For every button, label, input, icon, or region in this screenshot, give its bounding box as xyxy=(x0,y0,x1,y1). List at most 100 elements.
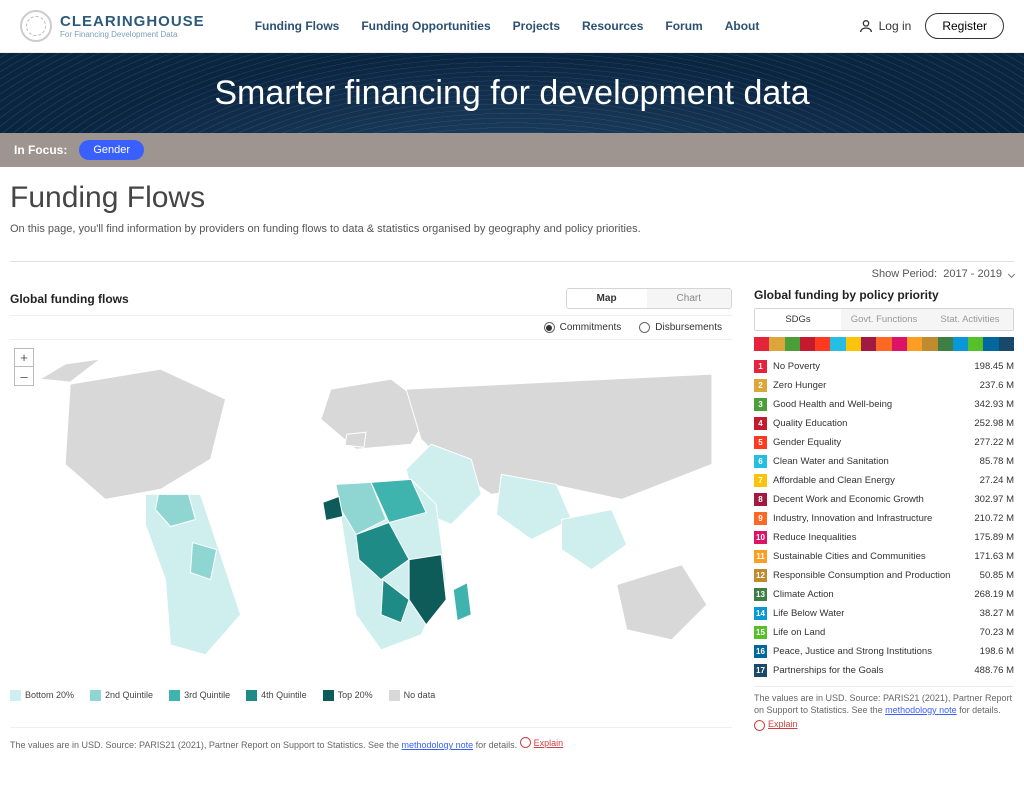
sdg-label: Gender Equality xyxy=(773,437,968,448)
sdg-row[interactable]: 13Climate Action268.19 M xyxy=(754,585,1014,604)
left-section-title: Global funding flows xyxy=(10,292,129,306)
page-description: On this page, you'll find information by… xyxy=(10,223,1014,235)
sdg-row[interactable]: 10 Reduce Inequalities 175.89 M xyxy=(754,528,1014,547)
radio-commitments[interactable]: Commitments xyxy=(544,322,622,333)
sdg-number: 12 xyxy=(754,569,767,582)
user-icon xyxy=(858,18,874,34)
sdg-number: 4 xyxy=(754,417,767,430)
sdg-value: 171.63 M xyxy=(974,551,1014,562)
nav-about[interactable]: About xyxy=(725,19,760,33)
sdg-row[interactable]: 16 Peace, Justice and Strong Institutions… xyxy=(754,642,1014,661)
sdg-list: 1No Poverty198.45 M2Zero Hunger237.6 M3G… xyxy=(754,357,1014,680)
sdg-value: 198.45 M xyxy=(974,361,1014,372)
world-map-svg xyxy=(10,344,732,685)
sdg-value: 488.76 M xyxy=(974,665,1014,676)
map-legend: Bottom 20% 2nd Quintile 3rd Quintile 4th Qu… xyxy=(10,690,732,701)
sdg-label: No Poverty xyxy=(773,361,968,372)
brand-title: CLEARINGHOUSE xyxy=(60,13,205,30)
world-map[interactable]: + – xyxy=(10,344,732,684)
nav-resources[interactable]: Resources xyxy=(582,19,643,33)
priority-tabs: SDGsGovt. FunctionsStat. Activities xyxy=(754,308,1014,331)
tab-sdgs[interactable]: SDGs xyxy=(755,309,841,330)
explain-link-left[interactable]: Explain xyxy=(520,737,564,748)
sdg-number: 10 xyxy=(754,531,767,544)
sdg-number: 1 xyxy=(754,360,767,373)
sdg-value: 38.27 M xyxy=(980,608,1014,619)
legend-item: Bottom 20% xyxy=(10,690,74,701)
period-selector[interactable]: Show Period: 2017 - 2019 xyxy=(10,261,1014,280)
map-chart-toggle: Map Chart xyxy=(566,288,732,309)
explain-link-right[interactable]: Explain xyxy=(754,719,798,731)
sdg-row[interactable]: 8Decent Work and Economic Growth302.97 M xyxy=(754,490,1014,509)
sdg-value: 268.19 M xyxy=(974,589,1014,600)
hero-banner: Smarter financing for development data xyxy=(0,53,1024,133)
sdg-row[interactable]: 15 Life on Land 70.23 M xyxy=(754,623,1014,642)
sdg-row[interactable]: 4 Quality Education 252.98 M xyxy=(754,414,1014,433)
sdg-label: Life Below Water xyxy=(773,608,974,619)
sdg-color-strip xyxy=(754,337,1014,351)
sdg-value: 50.85 M xyxy=(980,570,1014,581)
methodology-link-right[interactable]: methodology note xyxy=(885,705,957,715)
sdg-row[interactable]: 11 Sustainable Cities and Communities 171.… xyxy=(754,547,1014,566)
sdg-label: Zero Hunger xyxy=(773,380,974,391)
nav-forum[interactable]: Forum xyxy=(665,19,702,33)
sdg-label: Sustainable Cities and Communities xyxy=(773,551,968,562)
sdg-value: 70.23 M xyxy=(980,627,1014,638)
sdg-value: 85.78 M xyxy=(980,456,1014,467)
focus-pill-gender[interactable]: Gender xyxy=(79,140,144,160)
sdg-value: 252.98 M xyxy=(974,418,1014,429)
sdg-label: Partnerships for the Goals xyxy=(773,665,968,676)
sdg-label: Life on Land xyxy=(773,627,974,638)
tab-govt-functions[interactable]: Govt. Functions xyxy=(841,309,927,330)
sdg-number: 7 xyxy=(754,474,767,487)
tab-stat-activities[interactable]: Stat. Activities xyxy=(927,309,1013,330)
sdg-number: 15 xyxy=(754,626,767,639)
sdg-number: 14 xyxy=(754,607,767,620)
sdg-value: 277.22 M xyxy=(974,437,1014,448)
sdg-label: Good Health and Well-being xyxy=(773,399,968,410)
sdg-label: Climate Action xyxy=(773,589,968,600)
brand-subtitle: For Financing Development Data xyxy=(60,30,205,39)
legend-item: 2nd Quintile xyxy=(90,690,153,701)
sdg-row[interactable]: 14 Life Below Water 38.27 M xyxy=(754,604,1014,623)
sdg-label: Affordable and Clean Energy xyxy=(773,475,974,486)
radio-disbursements[interactable]: Disbursements xyxy=(639,322,722,333)
nav-projects[interactable]: Projects xyxy=(513,19,560,33)
sdg-number: 16 xyxy=(754,645,767,658)
legend-item: 3rd Quintile xyxy=(169,690,230,701)
nav-funding-flows[interactable]: Funding Flows xyxy=(255,19,340,33)
sdg-number: 5 xyxy=(754,436,767,449)
chevron-down-icon xyxy=(1008,271,1015,278)
sdg-row[interactable]: 1 No Poverty 198.45 M xyxy=(754,357,1014,376)
sdg-row[interactable]: 6Clean Water and Sanitation85.78 M xyxy=(754,452,1014,471)
sdg-number: 11 xyxy=(754,550,767,563)
toggle-map[interactable]: Map xyxy=(567,289,647,308)
login-link[interactable]: Log in xyxy=(858,18,912,34)
toggle-chart[interactable]: Chart xyxy=(647,289,731,308)
register-button[interactable]: Register xyxy=(925,13,1004,39)
legend-item: 4th Quintile xyxy=(246,690,307,701)
sdg-value: 175.89 M xyxy=(974,532,1014,543)
sdg-label: Reduce Inequalities xyxy=(773,532,968,543)
sdg-row[interactable]: 9Industry, Innovation and Infrastructure… xyxy=(754,509,1014,528)
right-section-title: Global funding by policy priority xyxy=(754,288,1014,302)
sdg-label: Quality Education xyxy=(773,418,968,429)
sdg-label: Responsible Consumption and Production xyxy=(773,570,974,581)
sdg-number: 17 xyxy=(754,664,767,677)
sdg-label: Peace, Justice and Strong Institutions xyxy=(773,646,974,657)
legend-item: No data xyxy=(389,690,436,701)
sdg-row[interactable]: 12 Responsible Consumption and Production… xyxy=(754,566,1014,585)
methodology-link-left[interactable]: methodology note xyxy=(402,740,474,750)
sdg-row[interactable]: 3Good Health and Well-being342.93 M xyxy=(754,395,1014,414)
sdg-row[interactable]: 5 Gender Equality 277.22 M xyxy=(754,433,1014,452)
sdg-number: 6 xyxy=(754,455,767,468)
sdg-value: 210.72 M xyxy=(974,513,1014,524)
sdg-value: 302.97 M xyxy=(974,494,1014,505)
sdg-number: 2 xyxy=(754,379,767,392)
sdg-number: 3 xyxy=(754,398,767,411)
nav-funding-opportunities[interactable]: Funding Opportunities xyxy=(361,19,490,33)
sdg-row[interactable]: 7Affordable and Clean Energy27.24 M xyxy=(754,471,1014,490)
sdg-row[interactable]: 17 Partnerships for the Goals 488.76 M xyxy=(754,661,1014,680)
logo[interactable]: CLEARINGHOUSE For Financing Development … xyxy=(20,10,205,42)
sdg-row[interactable]: 2Zero Hunger237.6 M xyxy=(754,376,1014,395)
